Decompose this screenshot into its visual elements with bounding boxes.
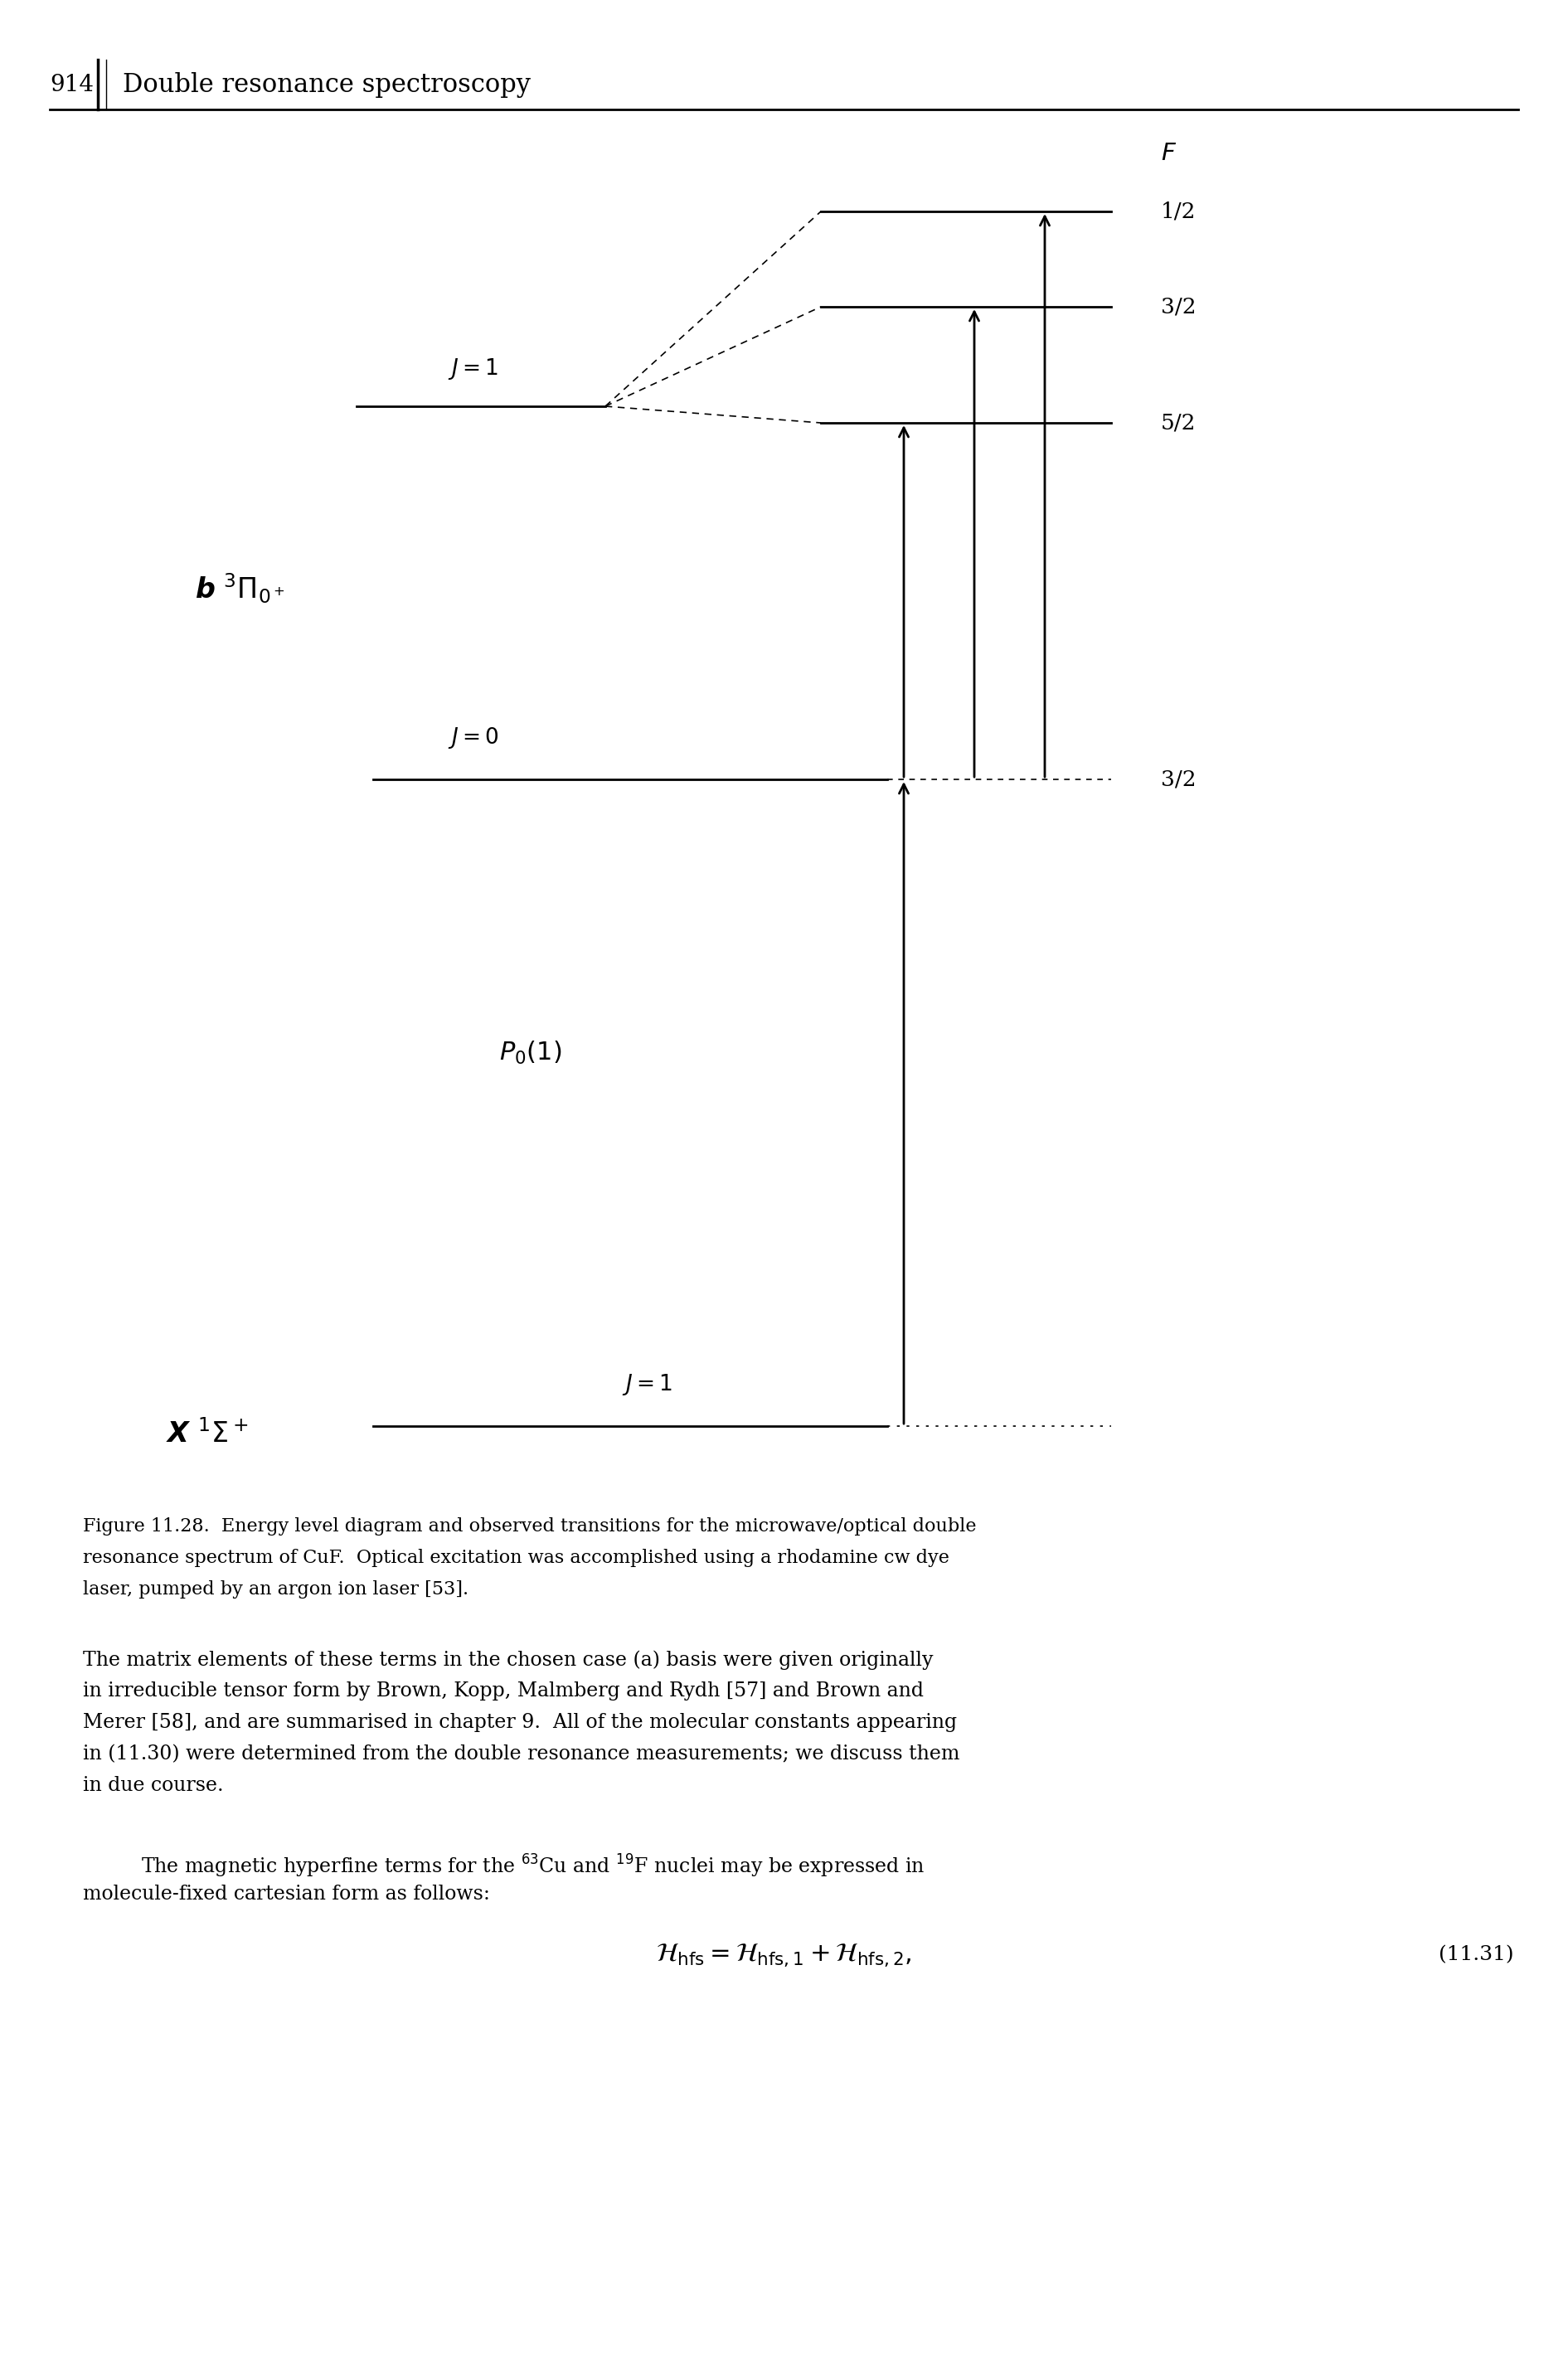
Text: $\boldsymbol{b}$ $^3\Pi_{0^+}$: $\boldsymbol{b}$ $^3\Pi_{0^+}$ — [194, 572, 285, 605]
Text: Figure 11.28.  Energy level diagram and observed transitions for the microwave/o: Figure 11.28. Energy level diagram and o… — [83, 1517, 977, 1536]
Text: resonance spectrum of CuF.  Optical excitation was accomplished using a rhodamin: resonance spectrum of CuF. Optical excit… — [83, 1548, 949, 1567]
Text: $J=0$: $J=0$ — [448, 725, 499, 751]
Text: 5/2: 5/2 — [1160, 414, 1196, 432]
Text: Double resonance spectroscopy: Double resonance spectroscopy — [122, 71, 530, 97]
Text: $\mathcal{H}_{\mathrm{hfs}} = \mathcal{H}_{\mathrm{hfs,1}} + \mathcal{H}_{\mathr: $\mathcal{H}_{\mathrm{hfs}} = \mathcal{H… — [655, 1942, 911, 1968]
Text: The matrix elements of these terms in the chosen case (a) basis were given origi: The matrix elements of these terms in th… — [83, 1649, 933, 1671]
Text: laser, pumped by an argon ion laser [53].: laser, pumped by an argon ion laser [53]… — [83, 1581, 469, 1597]
Text: (11.31): (11.31) — [1438, 1945, 1513, 1964]
Text: $J=1$: $J=1$ — [622, 1373, 673, 1397]
Text: in irreducible tensor form by Brown, Kopp, Malmberg and Rydh [57] and Brown and: in irreducible tensor form by Brown, Kop… — [83, 1682, 924, 1701]
Text: 914: 914 — [50, 73, 94, 97]
Text: $J=1$: $J=1$ — [448, 357, 499, 380]
Text: $P_0(1)$: $P_0(1)$ — [500, 1040, 561, 1066]
Text: $\boldsymbol{X}$ $^1\Sigma^+$: $\boldsymbol{X}$ $^1\Sigma^+$ — [166, 1420, 248, 1449]
Text: in (11.30) were determined from the double resonance measurements; we discuss th: in (11.30) were determined from the doub… — [83, 1744, 960, 1763]
Text: Merer [58], and are summarised in chapter 9.  All of the molecular constants app: Merer [58], and are summarised in chapte… — [83, 1713, 956, 1732]
Text: 1/2: 1/2 — [1160, 201, 1196, 222]
Text: 3/2: 3/2 — [1160, 768, 1196, 789]
Text: $F$: $F$ — [1160, 142, 1176, 165]
Text: molecule-fixed cartesian form as follows:: molecule-fixed cartesian form as follows… — [83, 1886, 489, 1905]
Text: 3/2: 3/2 — [1160, 295, 1196, 317]
Text: The magnetic hyperfine terms for the $^{63}$Cu and $^{19}$F nuclei may be expres: The magnetic hyperfine terms for the $^{… — [141, 1853, 925, 1881]
Text: in due course.: in due course. — [83, 1777, 224, 1796]
